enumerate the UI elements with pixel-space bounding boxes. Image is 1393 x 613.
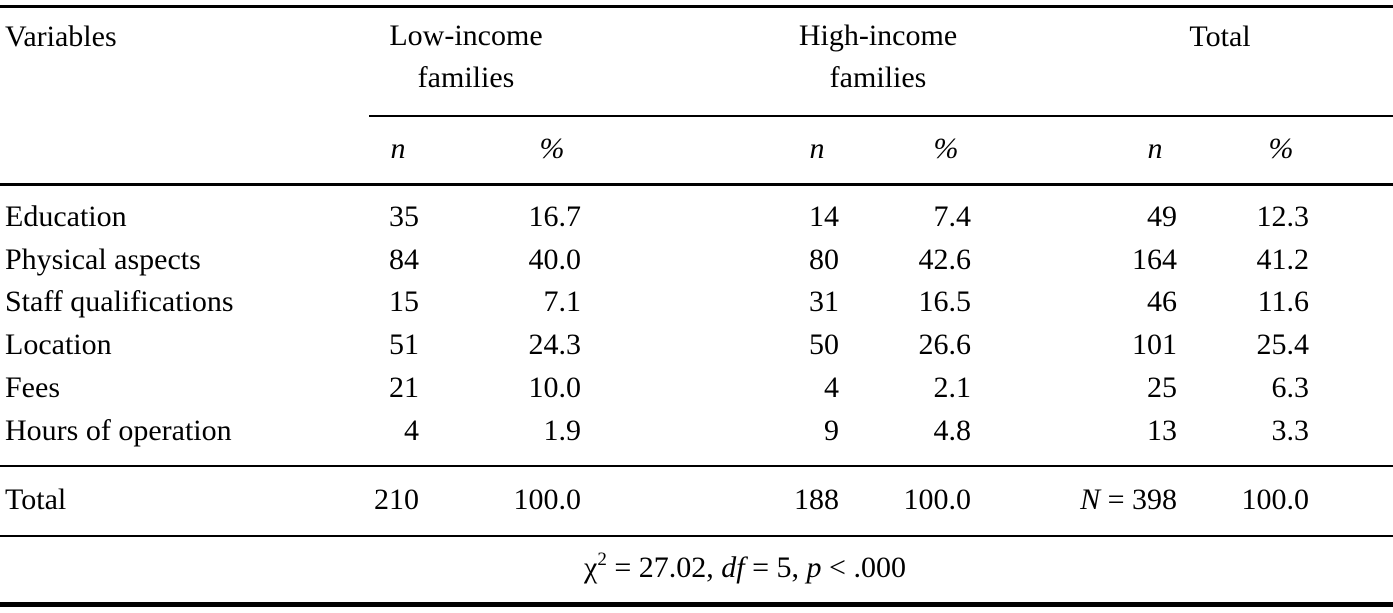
group-header-rule (369, 115, 1393, 117)
cell-high-n: 9 (824, 414, 839, 447)
cell-total-pct: 3.3 (1271, 414, 1310, 447)
cell-total-pct: 41.2 (1256, 243, 1310, 276)
cell-low-pct: 24.3 (528, 328, 582, 361)
cell-total-n: 46 (1147, 285, 1177, 318)
cell-low-n: 21 (389, 371, 419, 404)
row-label: Location (5, 328, 112, 361)
total-total-pct: 100.0 (1241, 483, 1310, 516)
cell-total-n: 13 (1147, 414, 1177, 447)
total-row-label: Total (5, 483, 67, 516)
total-total-n: N = 398 (1080, 485, 1177, 515)
header-low-income: Low-income families (389, 15, 542, 99)
header-low-income-line2: families (417, 61, 515, 94)
cell-low-pct: 7.1 (543, 285, 582, 318)
chi-symbol: χ (584, 551, 598, 584)
cell-low-n: 35 (389, 200, 419, 233)
total-low-n: 210 (374, 483, 419, 516)
cell-low-pct: 40.0 (528, 243, 582, 276)
total-low-pct: 100.0 (513, 483, 582, 516)
total-n-value: = 398 (1100, 483, 1177, 516)
total-high-pct: 100.0 (903, 483, 972, 516)
cell-high-n: 4 (824, 371, 839, 404)
header-high-income-line1: High-income (798, 19, 958, 52)
cell-high-pct: 7.4 (933, 200, 972, 233)
cell-total-pct: 12.3 (1256, 200, 1310, 233)
cell-low-pct: 16.7 (528, 200, 582, 233)
cell-total-pct: 11.6 (1257, 285, 1309, 318)
df-label: df (721, 551, 745, 584)
row-label: Physical aspects (5, 243, 201, 276)
subheader-total-n: n (1147, 132, 1163, 165)
header-bottom-rule (0, 183, 1393, 186)
cell-high-n: 14 (809, 200, 839, 233)
cell-high-n: 31 (809, 285, 839, 318)
cell-total-n: 164 (1132, 243, 1177, 276)
df-value: = 5, (744, 551, 807, 584)
cell-high-pct: 26.6 (918, 328, 972, 361)
table-bottom-rule (0, 602, 1393, 607)
top-rule (0, 5, 1393, 8)
chi-value: = 27.02, (606, 551, 722, 584)
chi-superscript: 2 (597, 549, 607, 570)
header-high-income-line2: families (829, 61, 927, 94)
row-label: Fees (5, 371, 60, 404)
cell-low-n: 51 (389, 328, 419, 361)
row-label: Hours of operation (5, 414, 232, 447)
subheader-low-n: n (390, 132, 406, 165)
subheader-total-pct: % (1268, 132, 1294, 165)
cell-high-pct: 4.8 (933, 414, 972, 447)
p-label: p (806, 551, 822, 584)
subheader-high-n: n (809, 132, 825, 165)
row-label: Staff qualifications (5, 285, 234, 318)
cell-low-n: 15 (389, 285, 419, 318)
body-bottom-rule (0, 465, 1393, 467)
chi-square-footnote: χ2 = 27.02, df = 5, p < .000 (584, 550, 906, 584)
cell-low-n: 4 (404, 414, 419, 447)
subheader-high-pct: % (933, 132, 959, 165)
cell-low-n: 84 (389, 243, 419, 276)
cell-high-pct: 42.6 (918, 243, 972, 276)
header-high-income: High-income families (799, 15, 957, 99)
p-value: < .000 (821, 551, 906, 584)
header-low-income-line1: Low-income (389, 19, 543, 52)
cell-low-pct: 10.0 (528, 371, 582, 404)
cell-high-pct: 2.1 (933, 371, 972, 404)
cell-total-pct: 25.4 (1256, 328, 1310, 361)
cell-total-n: 49 (1147, 200, 1177, 233)
cell-high-pct: 16.5 (918, 285, 972, 318)
cell-total-n: 101 (1132, 328, 1177, 361)
cell-high-n: 80 (809, 243, 839, 276)
header-variables: Variables (5, 20, 117, 53)
total-high-n: 188 (794, 483, 839, 516)
cell-high-n: 50 (809, 328, 839, 361)
row-label: Education (5, 200, 127, 233)
cell-total-n: 25 (1147, 371, 1177, 404)
cell-total-pct: 6.3 (1271, 371, 1310, 404)
cell-low-pct: 1.9 (543, 414, 582, 447)
total-bottom-rule (0, 535, 1393, 537)
total-n-symbol: N (1080, 483, 1101, 516)
subheader-low-pct: % (539, 132, 565, 165)
header-total: Total (1189, 20, 1251, 53)
